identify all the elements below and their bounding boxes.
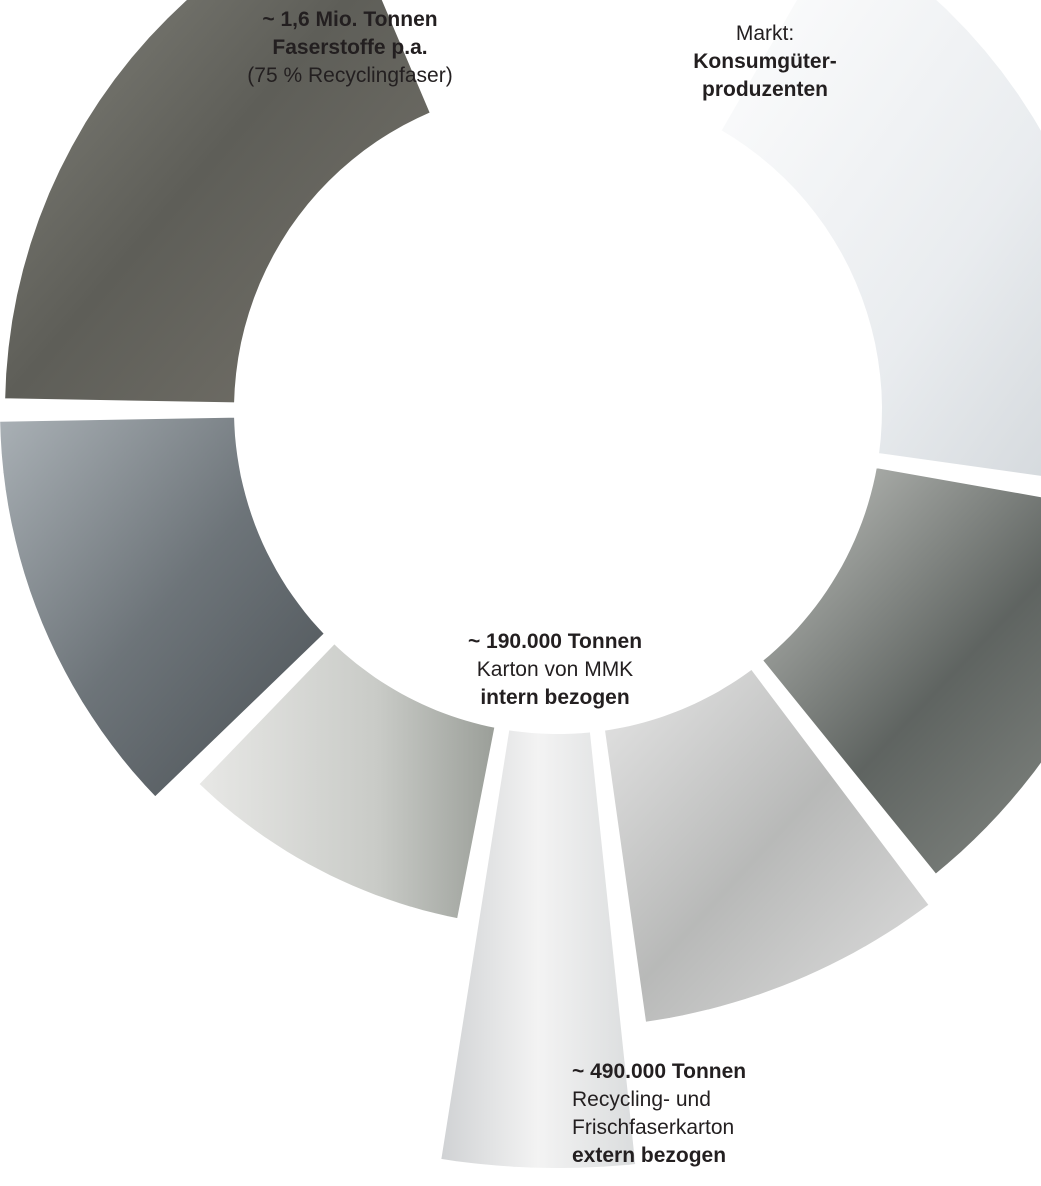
text: produzenten [702, 78, 828, 101]
carton-boxes-photo [716, 0, 1041, 480]
text: (75 % Recyclingfaser) [247, 64, 453, 87]
board-sheets-photo [600, 664, 934, 1027]
text: Karton von MMK [476, 658, 634, 681]
text: Faserstoffe p.a. [272, 36, 428, 59]
paper-machine-photo [0, 413, 330, 802]
text: Konsumgüter- [693, 50, 837, 73]
text: intern bezogen [480, 686, 630, 709]
folding-machine-photo [757, 463, 1041, 880]
fiber-photo [1, 0, 435, 407]
board-stack-photo [436, 725, 640, 1172]
external-label: ~ 490.000 Tonnen Recycling- und Frischfa… [572, 1058, 872, 1170]
market-label: Markt: Konsumgüter- produzenten [640, 20, 890, 104]
text: Recycling- und [572, 1088, 711, 1111]
text: ~ 1,6 Mio. Tonnen [262, 8, 438, 31]
internal-label: ~ 190.000 Tonnen Karton von MMK intern b… [405, 628, 705, 712]
text: extern bezogen [572, 1144, 727, 1167]
text: Markt: [735, 22, 795, 45]
text: ~ 490.000 Tonnen [572, 1060, 747, 1083]
text: ~ 190.000 Tonnen [467, 630, 643, 653]
fiber-label: ~ 1,6 Mio. Tonnen Faserstoffe p.a. (75 %… [200, 6, 500, 90]
reel-photo [193, 638, 499, 923]
text: Frischfaserkarton [572, 1116, 735, 1139]
